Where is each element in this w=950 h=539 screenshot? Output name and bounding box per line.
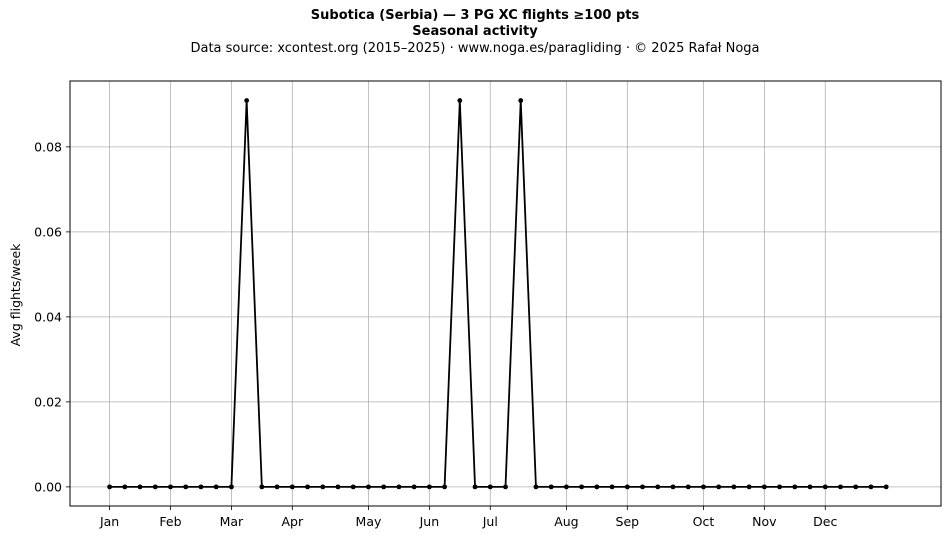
data-point [883, 484, 889, 490]
data-point [289, 484, 295, 490]
x-tick-label: Mar [220, 514, 244, 529]
data-point [533, 484, 539, 490]
data-point [685, 484, 691, 490]
grid-lines [70, 81, 941, 506]
y-tick-label: 0.08 [34, 139, 62, 154]
x-tick-label: Nov [752, 514, 777, 529]
data-point [381, 484, 387, 490]
data-point [487, 484, 493, 490]
data-point [564, 484, 569, 490]
y-axis-label: Avg flights/week [8, 243, 23, 347]
x-tick-label: Jun [419, 514, 440, 529]
data-point [396, 484, 402, 490]
x-tick-label: Apr [282, 514, 304, 529]
data-point [746, 484, 752, 490]
y-tick-label: 0.04 [34, 309, 62, 324]
y-tick-label: 0.02 [34, 394, 62, 409]
data-point [472, 484, 478, 490]
data-point [716, 484, 722, 490]
data-point [137, 484, 143, 490]
data-point [198, 484, 204, 490]
data-point [761, 484, 767, 490]
data-point [366, 484, 371, 490]
data-point [244, 98, 250, 103]
data-source-note: Data source: xcontest.org (2015–2025) · … [190, 41, 760, 56]
data-point [320, 484, 326, 490]
x-tick-label: Dec [813, 514, 837, 529]
chart-subtitle: Seasonal activity [412, 24, 538, 39]
data-point [822, 484, 828, 490]
data-point [670, 484, 676, 490]
data-point [426, 484, 432, 490]
data-point [168, 484, 173, 490]
x-tick-label: Jul [482, 514, 498, 529]
x-tick-label: Sep [616, 514, 640, 529]
data-point [792, 484, 798, 490]
data-point [579, 484, 585, 490]
data-point [624, 484, 630, 490]
data-point [503, 484, 508, 490]
data-point [853, 484, 859, 490]
axes-group: Jan Feb Mar Apr May Jun Jul Aug Sep Oct Nov Dec 0.00… [34, 139, 837, 529]
plot-border [69, 80, 942, 507]
data-point [274, 484, 280, 490]
x-tick-label: May [356, 514, 382, 529]
data-point [152, 484, 158, 490]
data-point [259, 484, 265, 490]
data-point [609, 484, 615, 490]
data-point [457, 98, 463, 103]
data-point [548, 484, 554, 490]
series-line-group [107, 98, 889, 490]
data-point [122, 484, 128, 490]
data-point [518, 98, 524, 103]
x-tick-label: Feb [159, 514, 181, 529]
data-point [107, 484, 112, 490]
data-point [701, 484, 706, 490]
data-point [594, 484, 600, 490]
data-point [640, 484, 645, 490]
data-point [335, 484, 341, 490]
y-tick-label: 0.00 [34, 479, 62, 494]
data-point [868, 484, 874, 490]
chart-titles: Subotica (Serbia) — 3 PG XC flights ≥100… [0, 8, 950, 57]
data-point [442, 484, 447, 490]
y-tick-label: 0.06 [34, 224, 62, 239]
data-point [731, 484, 737, 490]
data-point [305, 484, 310, 490]
x-tick-label: Oct [693, 514, 715, 529]
data-point [777, 484, 782, 490]
data-point [350, 484, 356, 490]
data-point [807, 484, 813, 490]
chart-title: Subotica (Serbia) — 3 PG XC flights ≥100… [310, 8, 640, 23]
series-line [109, 99, 887, 488]
data-point [213, 484, 219, 490]
data-point [183, 484, 189, 490]
x-tick-label: Aug [554, 514, 578, 529]
data-point [411, 484, 417, 490]
x-tick-label: Jan [99, 514, 119, 529]
data-point [655, 484, 661, 490]
data-point [838, 484, 843, 490]
data-point [229, 484, 234, 490]
plot-frame [69, 80, 942, 507]
